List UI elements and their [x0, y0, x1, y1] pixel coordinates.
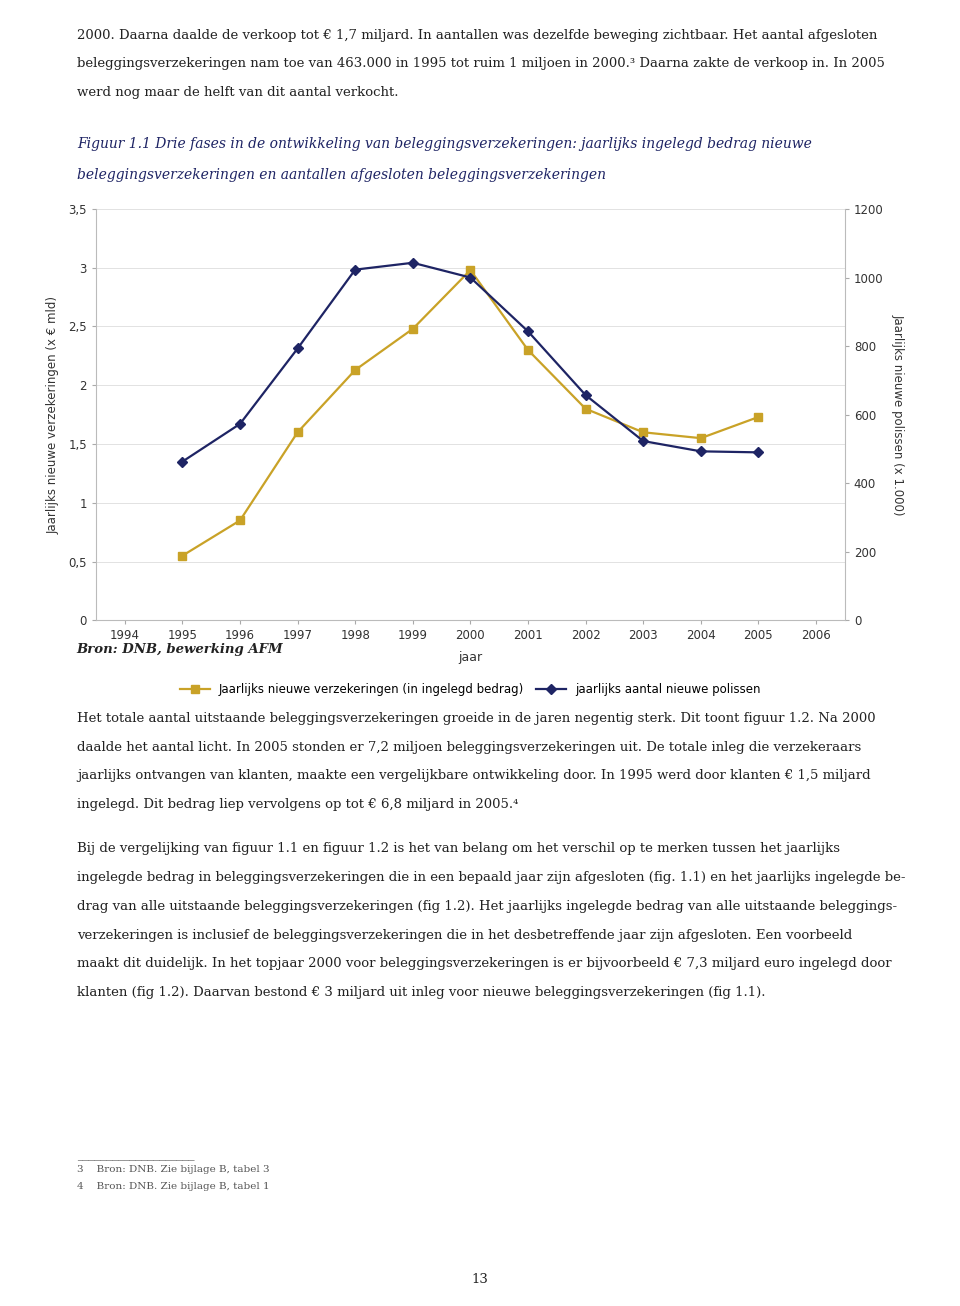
X-axis label: jaar: jaar [458, 650, 483, 663]
Text: Bron: DNB, bewerking AFM: Bron: DNB, bewerking AFM [77, 643, 283, 656]
Text: ingelegde bedrag in beleggingsverzekeringen die in een bepaald jaar zijn afgeslo: ingelegde bedrag in beleggingsverzekerin… [77, 871, 905, 884]
Text: maakt dit duidelijk. In het topjaar 2000 voor beleggingsverzekeringen is er bijv: maakt dit duidelijk. In het topjaar 2000… [77, 957, 892, 970]
Text: ingelegd. Dit bedrag liep vervolgens op tot € 6,8 miljard in 2005.⁴: ingelegd. Dit bedrag liep vervolgens op … [77, 798, 518, 811]
Text: 4    Bron: DNB. Zie bijlage B, tabel 1: 4 Bron: DNB. Zie bijlage B, tabel 1 [77, 1182, 270, 1191]
Text: 2000. Daarna daalde de verkoop tot € 1,7 miljard. In aantallen was dezelfde bewe: 2000. Daarna daalde de verkoop tot € 1,7… [77, 29, 877, 42]
Text: verzekeringen is inclusief de beleggingsverzekeringen die in het desbetreffende : verzekeringen is inclusief de beleggings… [77, 929, 852, 942]
Text: Bij de vergelijking van figuur 1.1 en figuur 1.2 is het van belang om het versch: Bij de vergelijking van figuur 1.1 en fi… [77, 842, 840, 855]
Text: beleggingsverzekeringen en aantallen afgesloten beleggingsverzekeringen: beleggingsverzekeringen en aantallen afg… [77, 168, 606, 183]
Text: daalde het aantal licht. In 2005 stonden er 7,2 miljoen beleggingsverzekeringen : daalde het aantal licht. In 2005 stonden… [77, 741, 861, 754]
Text: ────────────────────: ──────────────────── [77, 1156, 194, 1166]
Text: drag van alle uitstaande beleggingsverzekeringen (fig 1.2). Het jaarlijks ingele: drag van alle uitstaande beleggingsverze… [77, 900, 897, 913]
Text: 13: 13 [471, 1273, 489, 1286]
Text: beleggingsverzekeringen nam toe van 463.000 in 1995 tot ruim 1 miljoen in 2000.³: beleggingsverzekeringen nam toe van 463.… [77, 57, 885, 71]
Text: werd nog maar de helft van dit aantal verkocht.: werd nog maar de helft van dit aantal ve… [77, 86, 398, 99]
Text: klanten (fig 1.2). Daarvan bestond € 3 miljard uit inleg voor nieuwe beleggingsv: klanten (fig 1.2). Daarvan bestond € 3 m… [77, 986, 765, 999]
Y-axis label: Jaarlijks nieuwe polissen (x 1.000): Jaarlijks nieuwe polissen (x 1.000) [892, 313, 905, 516]
Y-axis label: Jaarlijks nieuwe verzekeringen (x € mld): Jaarlijks nieuwe verzekeringen (x € mld) [47, 295, 60, 534]
Legend: Jaarlijks nieuwe verzekeringen (in ingelegd bedrag), jaarlijks aantal nieuwe pol: Jaarlijks nieuwe verzekeringen (in ingel… [176, 678, 765, 701]
Text: Figuur 1.1 Drie fases in de ontwikkeling van beleggingsverzekeringen: jaarlijks : Figuur 1.1 Drie fases in de ontwikkeling… [77, 137, 811, 151]
Text: Het totale aantal uitstaande beleggingsverzekeringen groeide in de jaren negenti: Het totale aantal uitstaande beleggingsv… [77, 712, 876, 725]
Text: jaarlijks ontvangen van klanten, maakte een vergelijkbare ontwikkeling door. In : jaarlijks ontvangen van klanten, maakte … [77, 769, 871, 782]
Text: 3    Bron: DNB. Zie bijlage B, tabel 3: 3 Bron: DNB. Zie bijlage B, tabel 3 [77, 1165, 270, 1174]
